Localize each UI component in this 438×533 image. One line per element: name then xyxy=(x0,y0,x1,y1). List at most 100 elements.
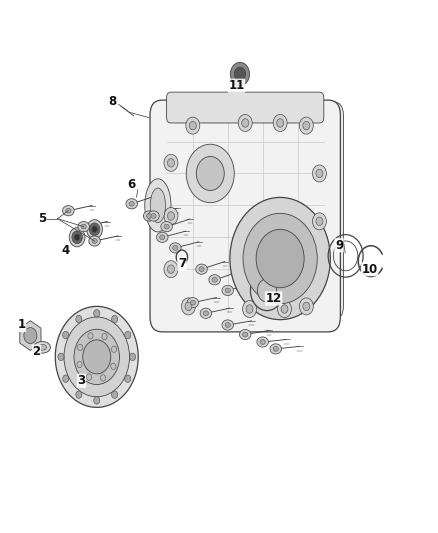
Circle shape xyxy=(88,333,93,339)
Circle shape xyxy=(102,334,107,340)
Circle shape xyxy=(243,301,257,318)
Circle shape xyxy=(246,305,253,313)
Circle shape xyxy=(273,115,287,132)
Ellipse shape xyxy=(196,264,207,274)
Circle shape xyxy=(189,122,196,130)
Ellipse shape xyxy=(187,297,198,308)
Ellipse shape xyxy=(63,206,74,216)
Circle shape xyxy=(89,223,100,236)
Circle shape xyxy=(63,375,69,382)
Ellipse shape xyxy=(225,288,230,293)
Text: 8: 8 xyxy=(108,95,116,108)
Ellipse shape xyxy=(151,214,156,219)
Circle shape xyxy=(256,229,304,288)
Ellipse shape xyxy=(38,344,46,350)
Text: 12: 12 xyxy=(265,292,282,305)
Text: 3: 3 xyxy=(78,374,85,387)
Circle shape xyxy=(63,332,69,339)
Circle shape xyxy=(242,119,249,127)
Circle shape xyxy=(100,375,106,381)
Ellipse shape xyxy=(173,246,178,251)
Ellipse shape xyxy=(156,232,168,243)
Ellipse shape xyxy=(89,236,100,246)
Circle shape xyxy=(185,302,192,311)
Ellipse shape xyxy=(34,342,50,353)
Ellipse shape xyxy=(147,214,152,219)
Circle shape xyxy=(299,298,313,315)
Circle shape xyxy=(186,144,234,203)
Circle shape xyxy=(94,397,100,404)
Text: 9: 9 xyxy=(335,239,343,252)
Circle shape xyxy=(69,228,85,247)
Text: 10: 10 xyxy=(361,263,378,276)
Circle shape xyxy=(312,213,326,230)
Circle shape xyxy=(112,391,118,398)
Circle shape xyxy=(125,375,131,382)
Circle shape xyxy=(196,157,224,190)
Circle shape xyxy=(58,353,64,361)
Circle shape xyxy=(303,122,310,130)
Ellipse shape xyxy=(270,344,282,354)
Circle shape xyxy=(83,340,111,374)
Circle shape xyxy=(164,261,178,278)
Circle shape xyxy=(251,270,284,311)
Circle shape xyxy=(303,302,310,311)
Ellipse shape xyxy=(209,274,220,285)
Ellipse shape xyxy=(222,285,233,295)
Circle shape xyxy=(86,374,92,381)
Circle shape xyxy=(312,165,326,182)
Ellipse shape xyxy=(257,337,268,347)
Ellipse shape xyxy=(145,179,171,232)
Text: 1: 1 xyxy=(18,319,26,332)
Circle shape xyxy=(238,115,252,132)
Circle shape xyxy=(167,212,174,220)
Circle shape xyxy=(111,346,117,352)
Circle shape xyxy=(181,298,195,315)
Circle shape xyxy=(277,119,284,127)
Polygon shape xyxy=(20,321,41,351)
Circle shape xyxy=(64,317,130,397)
Ellipse shape xyxy=(129,201,134,206)
Ellipse shape xyxy=(150,188,166,223)
Ellipse shape xyxy=(143,211,155,221)
Circle shape xyxy=(74,234,80,240)
Circle shape xyxy=(76,391,82,398)
Circle shape xyxy=(24,328,37,344)
Text: 2: 2 xyxy=(32,345,41,358)
Ellipse shape xyxy=(170,243,181,253)
Circle shape xyxy=(112,316,118,323)
Circle shape xyxy=(130,353,136,361)
Circle shape xyxy=(243,213,317,304)
Circle shape xyxy=(164,207,178,224)
Ellipse shape xyxy=(159,235,165,240)
Circle shape xyxy=(299,117,313,134)
Circle shape xyxy=(74,329,120,384)
Circle shape xyxy=(186,117,200,134)
Ellipse shape xyxy=(273,346,279,351)
Circle shape xyxy=(164,155,178,171)
Circle shape xyxy=(167,265,174,273)
Circle shape xyxy=(78,344,83,351)
Circle shape xyxy=(76,316,82,323)
Text: 4: 4 xyxy=(61,244,70,257)
Ellipse shape xyxy=(199,266,204,271)
Ellipse shape xyxy=(190,300,195,305)
Circle shape xyxy=(316,169,323,177)
Circle shape xyxy=(230,62,250,86)
Ellipse shape xyxy=(212,277,217,282)
Circle shape xyxy=(230,197,330,320)
Ellipse shape xyxy=(243,332,248,337)
Circle shape xyxy=(94,310,100,317)
Circle shape xyxy=(278,301,291,318)
Ellipse shape xyxy=(203,311,208,316)
Text: 6: 6 xyxy=(127,177,136,191)
Ellipse shape xyxy=(148,211,159,221)
FancyBboxPatch shape xyxy=(164,102,343,320)
Ellipse shape xyxy=(92,239,97,244)
Text: 7: 7 xyxy=(178,257,186,270)
Ellipse shape xyxy=(161,222,173,232)
Ellipse shape xyxy=(200,308,212,318)
Ellipse shape xyxy=(225,322,230,327)
Circle shape xyxy=(281,305,288,313)
FancyBboxPatch shape xyxy=(150,100,340,332)
